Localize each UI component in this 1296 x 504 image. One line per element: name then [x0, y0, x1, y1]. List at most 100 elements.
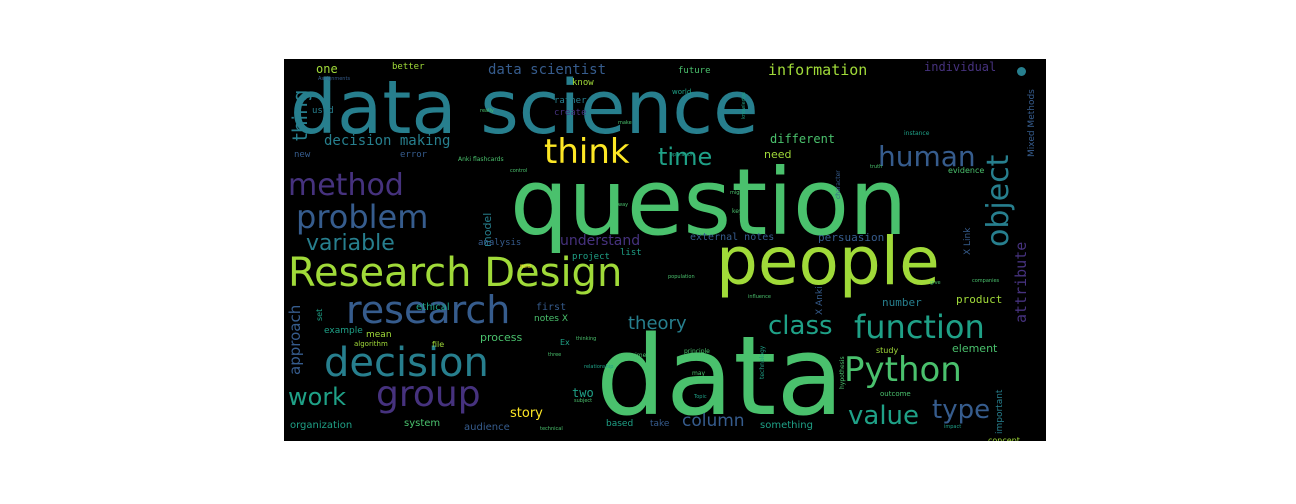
word-cloud-term: problem [296, 198, 429, 236]
word-cloud-term: algorithm [354, 340, 388, 348]
word-cloud-term: notes X [534, 314, 568, 324]
word-cloud-term: evidence [948, 166, 985, 175]
word-cloud-term: principle [684, 348, 710, 355]
word-cloud-term: relationship [584, 364, 614, 370]
word-cloud-term: better [392, 62, 425, 72]
word-cloud-term: external notes [690, 232, 775, 243]
word-cloud-term: set [315, 308, 324, 321]
word-cloud-term: concept [988, 436, 1020, 442]
word-cloud-term: number [882, 296, 922, 309]
word-cloud-term: different [770, 132, 836, 146]
word-cloud-term: truth [870, 164, 883, 170]
word-cloud-term: character [835, 170, 842, 199]
word-cloud-term: rather [554, 96, 587, 106]
word-cloud-term: thinking [576, 336, 597, 342]
word-cloud-term: understand [560, 233, 641, 249]
word-cloud-term: research [346, 288, 511, 332]
word-cloud-term: companies [972, 278, 1000, 284]
word-cloud-term: impact [944, 424, 962, 430]
word-cloud-term: experiment [618, 352, 653, 359]
word-cloud-term: work [288, 383, 347, 411]
word-cloud-term: population [668, 274, 695, 280]
word-cloud-term: variable [306, 231, 395, 256]
word-cloud-term: example [324, 326, 363, 336]
word-cloud-term: three [548, 352, 562, 358]
word-cloud-term: value [848, 401, 920, 431]
word-cloud-term: organization [290, 420, 353, 431]
word-cloud-term: Anki flashcards [458, 156, 504, 163]
word-cloud: data science question data people Research D… [284, 59, 1046, 441]
word-cloud-term: key [732, 208, 743, 215]
word-cloud-term: decision [324, 340, 489, 386]
word-cloud-term: hypothesis [839, 356, 846, 389]
word-cloud-term: might [730, 190, 745, 196]
word-cloud-term: create [554, 108, 587, 118]
word-cloud-term: make [618, 120, 632, 126]
word-cloud-term: decision making [324, 133, 451, 149]
word-cloud-term: data [596, 312, 844, 440]
word-cloud-term: subject [574, 398, 593, 404]
word-cloud-term: element [952, 342, 998, 355]
word-cloud-term: human [878, 140, 976, 173]
word-cloud-term: file [432, 340, 445, 349]
word-cloud-term: group [376, 374, 481, 415]
word-cloud-term: Ex [560, 338, 570, 347]
word-cloud-term: world [672, 88, 692, 96]
word-cloud-term: individual [924, 60, 997, 74]
word-cloud-term: operation [670, 152, 695, 158]
word-cloud-term: take [650, 419, 670, 429]
word-cloud-term: question [510, 149, 908, 256]
word-cloud-term: important [995, 389, 1005, 434]
word-cloud-term: know [572, 78, 594, 88]
word-cloud-term: Python [844, 350, 962, 390]
word-cloud-term: may [692, 370, 706, 377]
word-cloud-term: way [618, 202, 629, 208]
word-cloud-term: error [400, 150, 428, 160]
word-cloud-term: data scientist [488, 62, 607, 78]
word-cloud-term: theory [628, 313, 687, 334]
word-cloud-term: ethical [416, 302, 450, 313]
word-cloud-term: used [312, 106, 334, 116]
word-cloud-term: one [316, 62, 338, 76]
word-cloud-term: influence [748, 294, 771, 300]
word-cloud-term: class [768, 311, 833, 341]
word-cloud-term: object [981, 154, 1016, 247]
word-cloud-term: approach [286, 304, 304, 375]
word-cloud-term: type [932, 395, 991, 425]
word-cloud-term: control [510, 168, 528, 174]
word-cloud-term: think [544, 132, 630, 172]
word-cloud-term: time [658, 143, 713, 171]
word-cloud-term: need [764, 148, 792, 161]
word-cloud-term: X Anki [815, 286, 825, 315]
word-cloud-term: mean [366, 330, 392, 340]
word-cloud-term: technical [540, 426, 563, 432]
word-cloud-term: outcome [880, 390, 911, 398]
word-cloud-term: analysis [478, 238, 522, 248]
word-cloud-term: process [480, 331, 523, 344]
word-cloud-term: attribute [1012, 241, 1030, 323]
word-cloud-term: audience [464, 422, 510, 433]
word-cloud-term: information [768, 61, 868, 79]
word-cloud-term: thing [288, 89, 312, 141]
word-cloud-term: first [536, 302, 567, 313]
word-cloud-term: two [572, 386, 594, 400]
word-cloud-term: method [288, 168, 404, 203]
word-cloud-term: data science [290, 65, 759, 151]
word-cloud-term: something [760, 420, 813, 431]
word-cloud-term: instance [904, 130, 930, 137]
word-cloud-term: list [620, 248, 642, 258]
word-cloud-term: project [572, 252, 610, 262]
word-cloud-term: column [682, 411, 745, 431]
word-cloud-term: X Link [963, 227, 973, 255]
word-cloud-term: really [480, 108, 494, 114]
word-cloud-term: new [294, 150, 311, 160]
word-cloud-term: persuasion [818, 231, 885, 244]
word-cloud-term: Assignments [318, 76, 351, 82]
word-cloud-term: future [678, 66, 711, 76]
word-cloud-term: system [404, 418, 441, 429]
word-cloud-term: knowledge [741, 91, 747, 119]
word-cloud-term: based [606, 419, 634, 429]
word-cloud-term: story [510, 406, 543, 421]
word-cloud-term: people [716, 223, 940, 300]
word-cloud-term: function [854, 308, 985, 346]
